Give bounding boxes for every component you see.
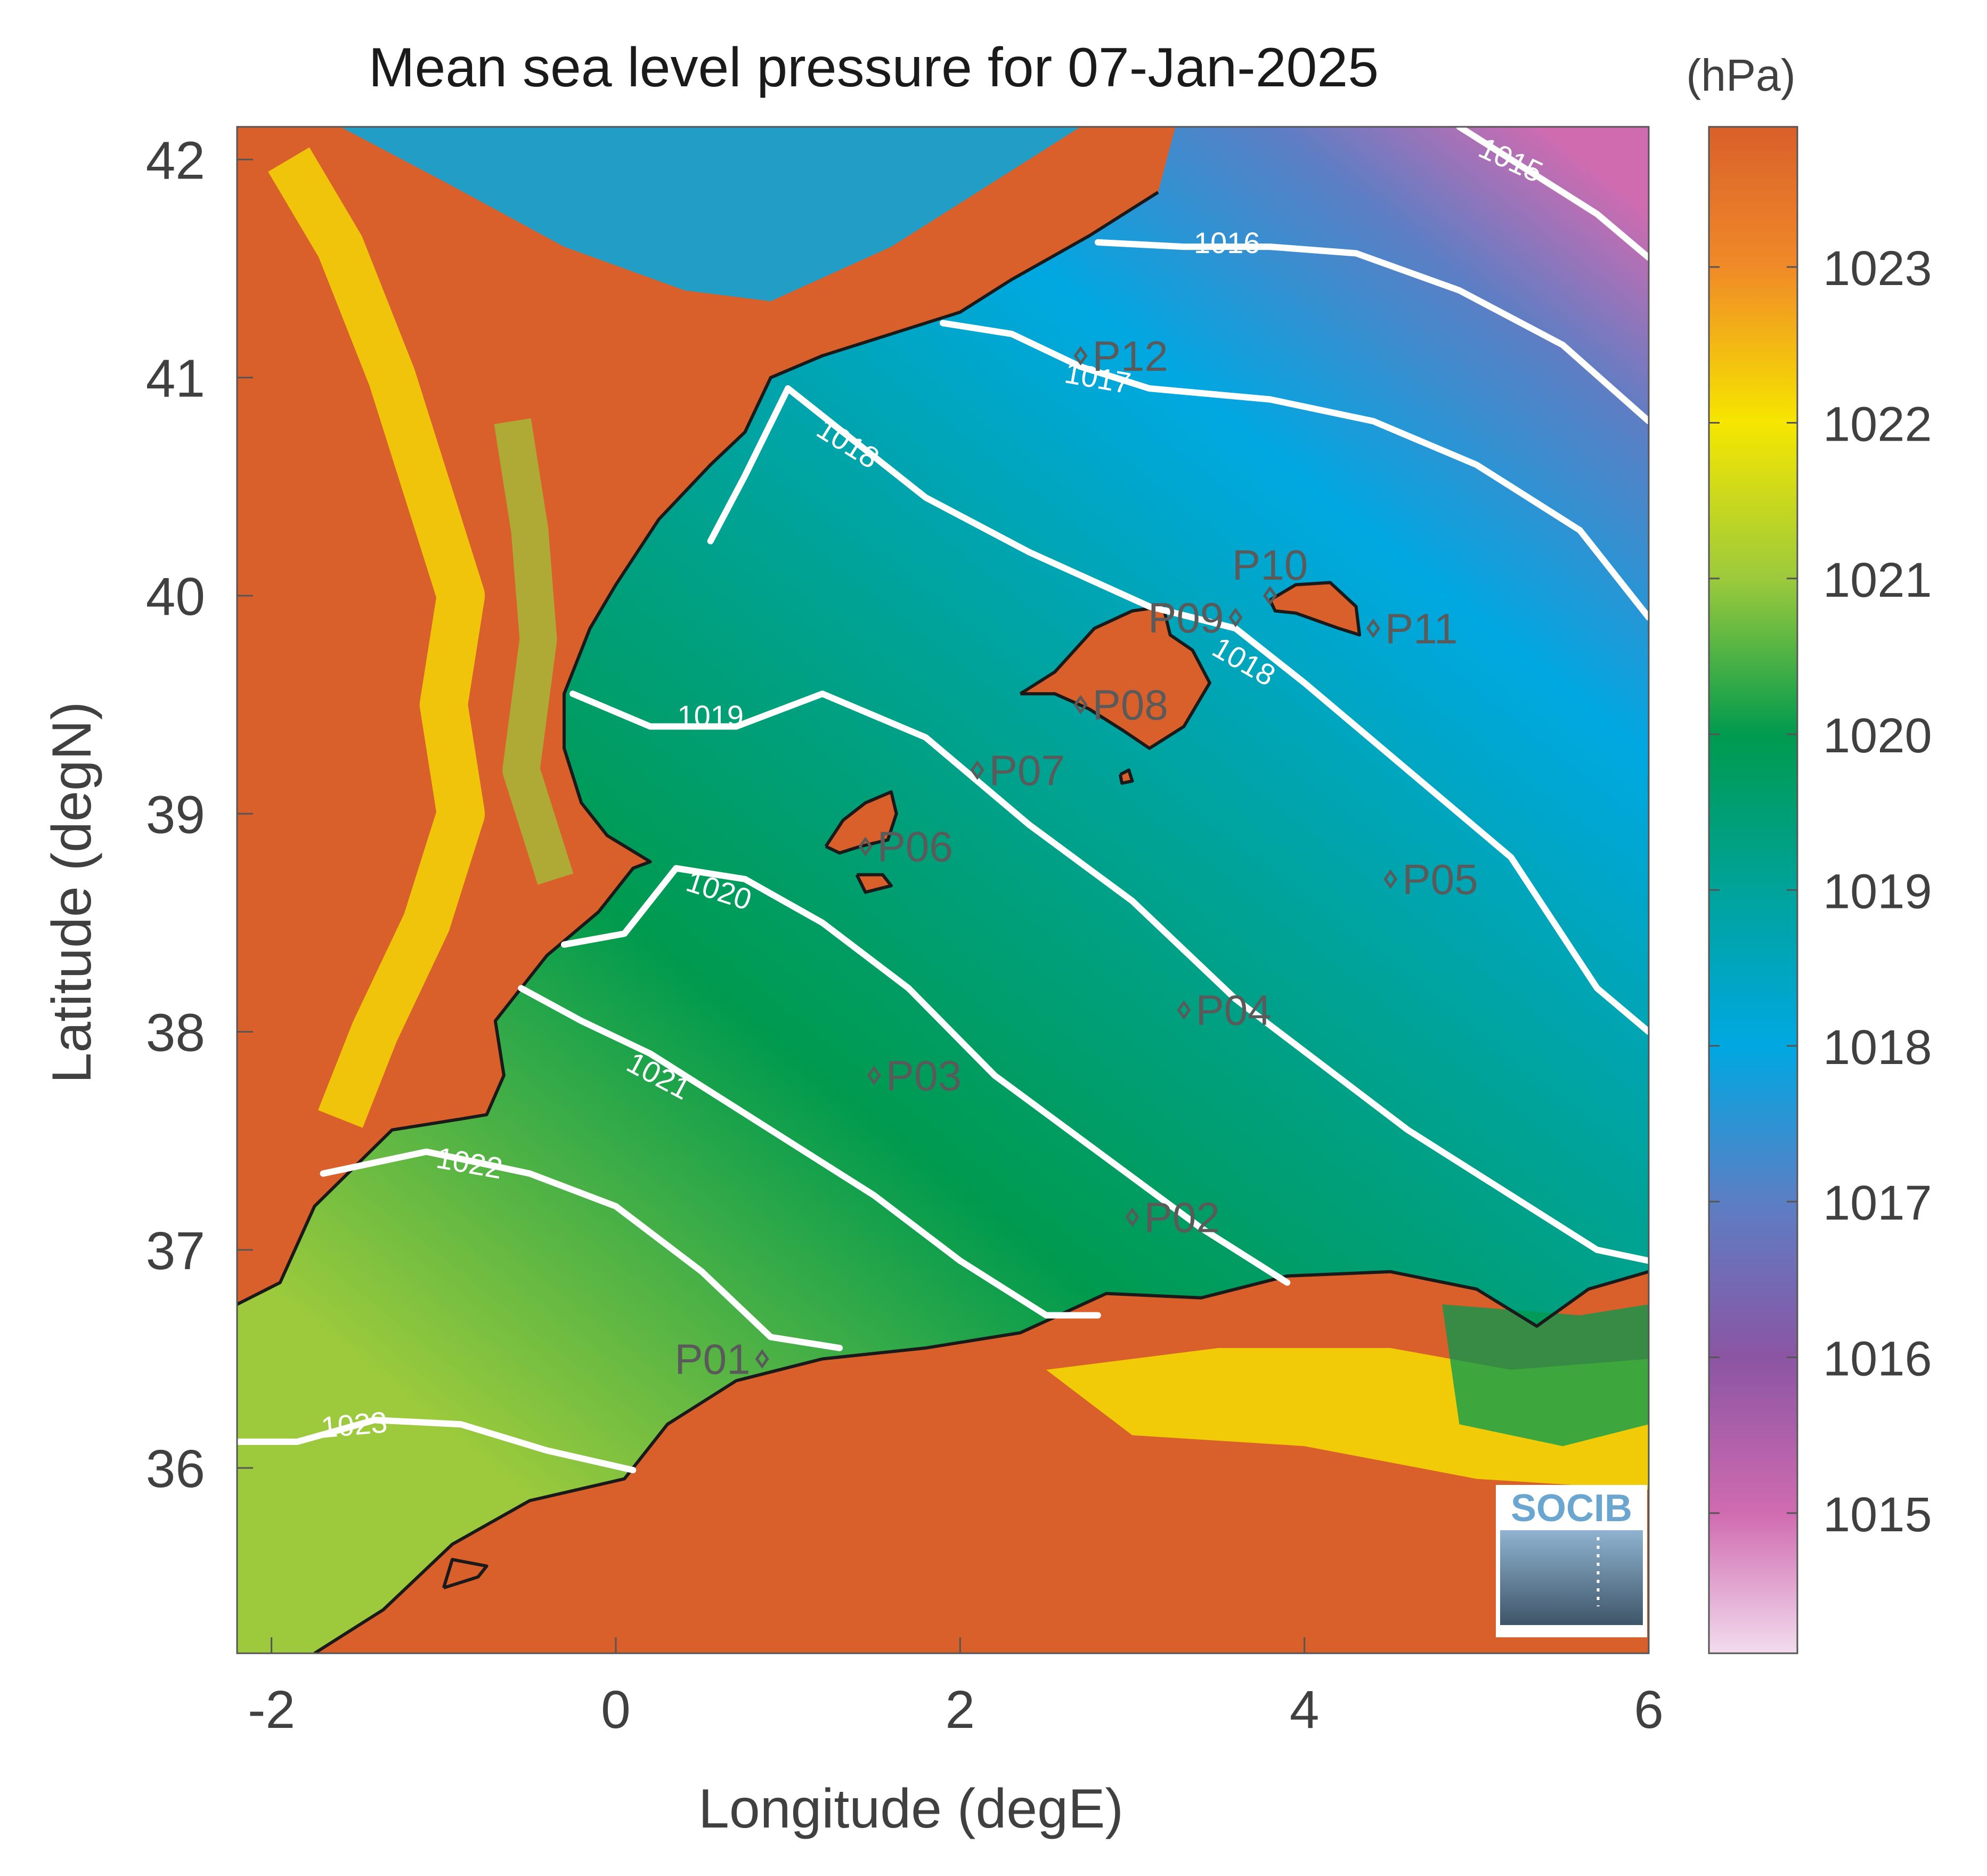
coastline-5 [855,873,893,894]
station-marker-p11[interactable] [1366,619,1381,638]
station-label-p01: P01 [674,1335,750,1383]
coastline-layer [237,191,1649,1653]
iberia-highland-band [268,147,485,1128]
coastline-7 [442,1558,488,1590]
isobar-label-1016-1: 1016 [1194,226,1260,259]
y-tick-label: 39 [146,785,205,844]
y-axis: 36 37 38 39 40 41 42 [146,131,253,1499]
x-tick-label: 2 [946,1680,975,1740]
x-tick-label: 6 [1634,1680,1664,1740]
station-marker-p12[interactable] [1073,346,1088,366]
colorbar [1708,126,1798,1654]
station-label-p03: P03 [886,1052,962,1099]
map-plot-area: 1015101610171018101810191020102110221023… [237,127,1649,1653]
station-marker-p07[interactable] [970,760,984,780]
x-axis: -2 0 2 4 6 [248,1637,1664,1740]
station-label-p02: P02 [1144,1193,1219,1241]
land-mallorca [1020,606,1210,749]
station-label-p04: P04 [1195,987,1271,1034]
y-axis-label: Latitude (degN) [41,702,103,1084]
colorbar-tick-label: 1015 [1823,1488,1932,1542]
colorbar-tick-label: 1019 [1823,865,1932,919]
isobar-1017-2 [940,320,1649,621]
station-marker-p05[interactable] [1383,869,1398,889]
colorbar-tick-label: 1016 [1823,1332,1932,1386]
y-tick-label: 41 [146,349,205,409]
isobar-1015-0 [1456,127,1649,261]
y-tick-label: 37 [146,1221,205,1281]
isobar-1023-9 [237,1417,637,1474]
x-tick-label: 0 [601,1680,631,1740]
x-axis-label: Longitude (degE) [698,1778,1123,1840]
colorbar-tick-label: 1021 [1823,553,1932,607]
land-islet [443,1560,487,1588]
isobar-1018-4 [707,385,792,545]
coastline-2 [1019,605,1211,750]
isobar-label-1019-5: 1019 [677,699,744,733]
station-label-p09: P09 [1148,594,1224,641]
isobar-1019-5 [569,691,1649,1264]
x-tick-label: 4 [1290,1680,1320,1740]
socib-logo: SOCIB [1496,1485,1647,1637]
isobar-1021-7 [518,985,1101,1319]
land-menorca [1270,582,1360,635]
station-marker-p10[interactable] [1263,586,1277,606]
colorbar-tick-label: 1022 [1823,397,1932,451]
y-tick-label: 38 [146,1003,205,1063]
isobar-1020-6 [561,865,1291,1286]
land-layer [237,127,1649,1653]
map-title: Mean sea level pressure for 07-Jan-2025 [369,37,1379,99]
station-label-p05: P05 [1402,856,1478,903]
colorbar-unit-label: (hPa) [1686,50,1795,100]
ebro-valley-band [340,127,1081,302]
y-tick-label: 42 [146,131,205,190]
station-marker-p03[interactable] [867,1066,881,1085]
colorbar-tick-label: 1023 [1823,241,1932,296]
isobar-1022-8 [320,1148,843,1351]
isobar-1018-3 [785,385,1649,1035]
coastline-6 [1118,768,1134,785]
station-label-p07: P07 [989,746,1065,794]
station-label-p08: P08 [1093,681,1168,729]
x-tick-label: -2 [248,1680,295,1740]
station-label-p11: P11 [1385,605,1457,652]
y-tick-label: 36 [146,1439,205,1499]
station-label-p06: P06 [877,823,953,871]
isobar-label-1023-9: 1023 [320,1405,389,1444]
station-marker-p01[interactable] [755,1349,769,1369]
station-marker-p04[interactable] [1177,1000,1191,1020]
station-marker-p09[interactable] [1228,607,1243,628]
station-label-p10: P10 [1232,541,1308,589]
coastline-4 [824,790,898,855]
station-marker-p06[interactable] [858,837,873,856]
colorbar-tick-label: 1020 [1823,709,1932,763]
coastline-1 [313,1270,1649,1653]
colorbar-ticks: 1015 1016 1017 1018 1019 1020 1021 1022 1023 [1709,241,1932,1542]
station-label-p12: P12 [1093,332,1168,380]
y-tick-label: 40 [146,567,205,627]
socib-logo-text: SOCIB [1511,1487,1632,1530]
land-ibiza [826,792,897,853]
iberia-coastal-band [494,418,574,885]
land-iberia [237,127,1176,1305]
colorbar-tick-label: 1017 [1823,1176,1932,1230]
station-marker-p08[interactable] [1073,695,1088,714]
station-marker-p02[interactable] [1125,1207,1139,1227]
map-plot-frame [236,126,1650,1654]
coastline-0 [237,191,1159,1306]
isobar-1016-1 [1094,239,1649,425]
kabylie-band [1442,1304,1649,1447]
colorbar-tick-label: 1018 [1823,1020,1932,1075]
coastline-3 [1268,581,1362,637]
